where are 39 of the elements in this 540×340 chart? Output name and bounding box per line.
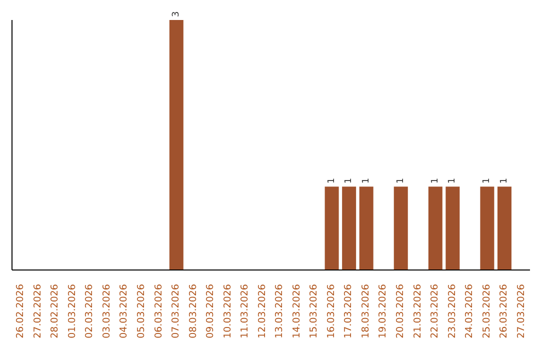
x-tick-label: 18.03.2026: [360, 284, 372, 338]
x-tick-label: 27.02.2026: [32, 284, 44, 338]
x-tick-label: 27.03.2026: [516, 284, 527, 338]
x-tick-label: 11.03.2026: [240, 284, 251, 338]
x-tick-label: 23.03.2026: [446, 284, 458, 338]
x-tick-label: 19.03.2026: [378, 284, 389, 338]
x-tick-label: 24.03.2026: [464, 284, 476, 338]
x-tick-label: 02.03.2026: [84, 284, 96, 338]
x-tick-label: 09.03.2026: [205, 284, 216, 338]
x-tick-label: 17.03.2026: [343, 284, 354, 338]
x-tick-label: 13.03.2026: [274, 284, 286, 338]
x-tick-label: 07.03.2026: [170, 284, 182, 338]
data-label: 1: [448, 178, 458, 184]
x-tick-label: 14.03.2026: [291, 284, 302, 338]
data-label: 1: [482, 178, 492, 184]
x-tick-label: 26.02.2026: [15, 284, 26, 338]
x-tick-label: 10.03.2026: [222, 284, 234, 338]
x-tick-label: 28.02.2026: [50, 284, 61, 338]
x-tick-label: 26.03.2026: [498, 284, 510, 338]
data-label: 1: [499, 178, 510, 184]
x-tick-label: 20.03.2026: [395, 284, 406, 338]
x-tick-label: 22.03.2026: [430, 284, 441, 338]
x-tick-label: 04.03.2026: [118, 284, 130, 338]
x-tick-label: 05.03.2026: [136, 284, 147, 338]
x-tick-label: 15.03.2026: [308, 284, 320, 338]
x-tick-label: 12.03.2026: [256, 284, 268, 338]
x-tick-label: 03.03.2026: [101, 284, 112, 338]
data-label: 1: [361, 178, 372, 184]
x-tick-label: 08.03.2026: [188, 284, 199, 338]
data-label: 1: [396, 178, 406, 184]
data-label: 1: [344, 178, 354, 184]
data-label: 3: [171, 11, 182, 17]
data-label: 1: [326, 178, 337, 184]
x-tick-label: 21.03.2026: [412, 284, 424, 338]
x-tick-label: 06.03.2026: [153, 284, 164, 338]
data-label: 1: [430, 178, 440, 184]
x-tick-label: 25.03.2026: [481, 284, 492, 338]
x-tick-label: 16.03.2026: [326, 284, 337, 338]
x-tick-label: 01.03.2026: [66, 284, 78, 338]
